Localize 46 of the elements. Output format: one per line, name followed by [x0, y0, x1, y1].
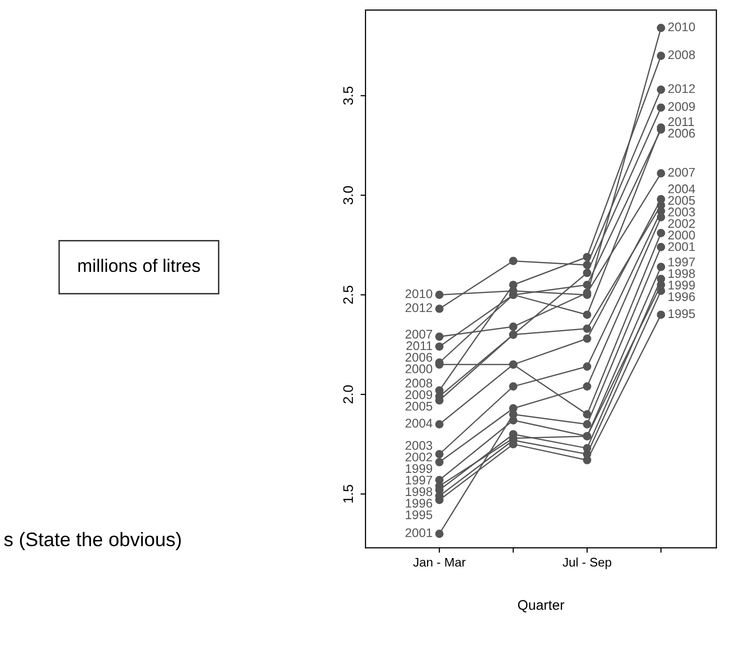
series-label: 2000	[406, 364, 432, 374]
series-label: 2010	[406, 289, 432, 298]
text: 2009	[406, 390, 432, 400]
series-label: 1998	[406, 487, 432, 496]
text: 2001	[406, 528, 432, 538]
y-tick-label: 3.0	[343, 186, 354, 204]
series-label: 2005	[668, 196, 695, 205]
text: 1997	[668, 258, 695, 266]
series-label: 2003	[668, 208, 695, 216]
series-label: 2009	[668, 102, 695, 111]
text: 2008	[406, 378, 432, 388]
series-label: 2007	[668, 168, 695, 177]
text: 2004	[668, 184, 696, 194]
text: 2002	[668, 219, 695, 228]
text: 2003	[406, 441, 432, 450]
series-label: 2004	[406, 418, 432, 428]
text: 2007	[406, 330, 432, 339]
x-tick-label: Jul - Sep	[562, 557, 612, 570]
text: 1998	[668, 269, 695, 278]
series-label: 1995	[668, 309, 695, 318]
text: s (State the obvious)	[4, 532, 181, 550]
y-tick-label: 3.5	[343, 86, 354, 105]
text: 2000	[668, 230, 695, 240]
text: 2010	[668, 22, 695, 32]
text: 2006	[668, 128, 695, 138]
series-label: 1996	[406, 498, 432, 508]
series-label: 2001	[668, 242, 695, 252]
series-label: 1997	[406, 476, 432, 485]
y-tick-label: 1.5	[343, 484, 354, 503]
text: 2005	[406, 402, 432, 411]
text: millions of litres	[78, 258, 200, 272]
series-label: 2012	[406, 303, 432, 312]
text: 2012	[668, 84, 695, 94]
text: 1999	[406, 464, 432, 473]
series-label: 2002	[406, 452, 432, 462]
series-label: 2008	[668, 50, 695, 60]
text: 1996	[668, 292, 695, 302]
text: 2011	[668, 117, 694, 126]
series-label: 2006	[406, 352, 432, 362]
series-label: 2011	[406, 341, 432, 350]
text: 1995	[406, 510, 432, 520]
x-axis-title: Quarter	[518, 600, 564, 612]
y-tick-label: 2.5	[343, 286, 354, 304]
x-tick-label: Jan - Mar	[413, 558, 466, 567]
y-tick-label: 2.0	[343, 385, 354, 404]
series-label: 1999	[668, 280, 695, 290]
